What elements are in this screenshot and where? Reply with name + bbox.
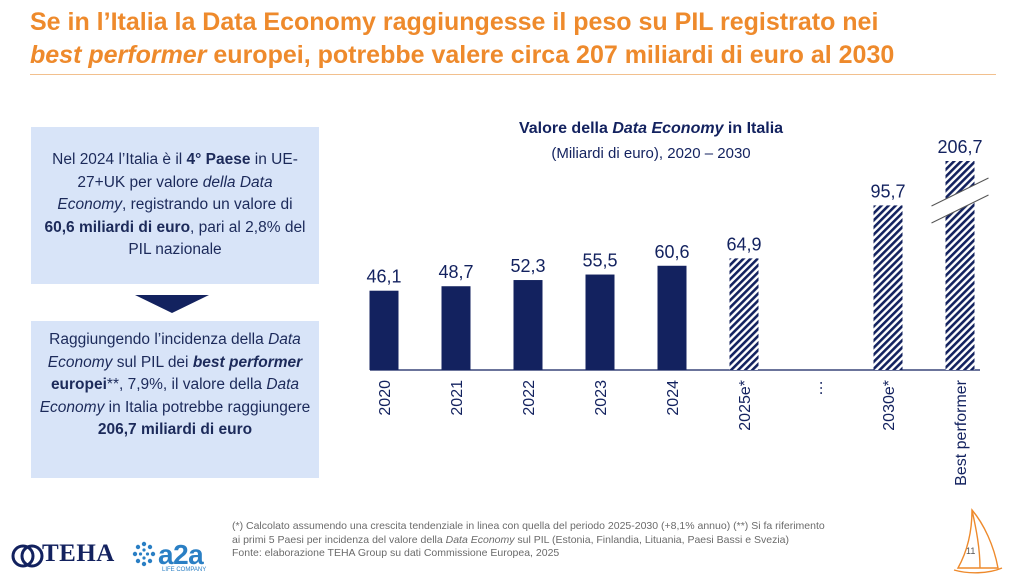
axis-break-line bbox=[931, 194, 989, 224]
info-bold: 206,7 miliardi di euro bbox=[97, 421, 253, 438]
info-italic: Data Economy bbox=[39, 376, 300, 416]
chart-title-pre: Valore della bbox=[518, 120, 613, 137]
info-bold: 60,6 miliardi di euro bbox=[44, 218, 191, 236]
x-tick-label: 2023 bbox=[593, 380, 610, 416]
info-text: Raggiungendo l’incidenza della bbox=[49, 331, 269, 348]
x-tick-label: 2020 bbox=[377, 380, 394, 416]
info-text: Nel 2024 l’Italia è il bbox=[52, 151, 187, 168]
x-tick-label: 2021 bbox=[449, 380, 466, 416]
title-line-2-rest: europei, potrebbe valere circa 207 milia… bbox=[206, 41, 895, 69]
page-title: Se in l’Italia la Data Economy raggiunge… bbox=[30, 6, 1000, 72]
x-tick-label: Best performer bbox=[953, 379, 970, 485]
data-label: 48,7 bbox=[438, 262, 473, 282]
page-number: 11 bbox=[966, 546, 976, 556]
data-label: 46,1 bbox=[366, 267, 401, 287]
data-label: 95,7 bbox=[870, 181, 905, 201]
footnote-line-1: (*) Calcolato assumendo una crescita ten… bbox=[232, 520, 825, 532]
sail-icon bbox=[953, 508, 1003, 574]
data-label: 64,9 bbox=[726, 234, 761, 254]
info-italic: Data Economy bbox=[47, 331, 301, 371]
bar-2020 bbox=[369, 290, 399, 370]
footnote: (*) Calcolato assumendo una crescita ten… bbox=[232, 520, 932, 561]
x-tick-label: 2025e* bbox=[737, 380, 754, 431]
title-divider bbox=[30, 74, 996, 75]
info-box-best-performer: Raggiungendo l’incidenza della Data Econ… bbox=[31, 321, 319, 478]
data-label: 60,6 bbox=[654, 242, 689, 262]
teha-logo-icon bbox=[11, 544, 44, 568]
bar-2023 bbox=[585, 274, 615, 370]
info-text: , registrando un valore di bbox=[122, 196, 293, 213]
x-tick-label: … bbox=[809, 380, 826, 396]
footnote-text: ai primi 5 Paesi per incidenza del valor… bbox=[232, 533, 446, 546]
info-text: , pari al 2,8% del PIL nazionale bbox=[128, 218, 306, 259]
data-label: 55,5 bbox=[582, 251, 617, 271]
x-tick-label: 2024 bbox=[665, 380, 682, 416]
a2a-logo-subtitle: LIFE COMPANY bbox=[162, 567, 207, 573]
footnote-italic: Data Economy bbox=[445, 533, 515, 546]
info-bold: europei bbox=[50, 376, 107, 393]
info-text: in Italia potrebbe raggiungere bbox=[104, 398, 311, 416]
title-line-2: best performer europei, potrebbe valere … bbox=[30, 39, 1000, 72]
info-text: in UE-27+UK per valore bbox=[77, 151, 298, 191]
bar-2024 bbox=[657, 265, 687, 370]
info-bold: 4° Paese bbox=[186, 151, 251, 168]
data-label: 206,7 bbox=[937, 137, 982, 157]
footnote-text: sul PIL (Estonia, Finlandia, Lituania, P… bbox=[514, 533, 790, 546]
bar-2021 bbox=[441, 286, 471, 370]
bar-chart: 46,1 2020 48,7 2021 52,3 2022 55,5 2023 60,6 2024… bbox=[366, 137, 989, 486]
info-text: **, 7,9%, il valore della bbox=[106, 376, 267, 393]
chart-subtitle: (Miliardi di euro), 2020 – 2030 bbox=[551, 145, 751, 162]
axis-break-line bbox=[931, 177, 989, 207]
info-bold-italic: best performer bbox=[192, 353, 303, 371]
x-tick-label: 2022 bbox=[521, 380, 538, 416]
a2a-logo-icon bbox=[132, 541, 156, 567]
info-text: sul PIL dei bbox=[112, 353, 193, 371]
title-line-1: Se in l’Italia la Data Economy raggiunge… bbox=[30, 8, 879, 36]
teha-logo-text: TEHA bbox=[42, 540, 115, 567]
x-tick-label: 2030e* bbox=[881, 380, 898, 431]
bar-2022 bbox=[513, 280, 543, 370]
info-box-2024: Nel 2024 l’Italia è il 4° Paese in UE-27… bbox=[31, 127, 319, 284]
chart-title-post: in Italia bbox=[723, 120, 784, 137]
bar-2030e- bbox=[873, 205, 903, 370]
footnote-source: Fonte: elaborazione TEHA Group su dati C… bbox=[232, 547, 560, 559]
title-emphasis: best performer bbox=[30, 41, 207, 69]
axis-break-gap bbox=[943, 184, 977, 217]
chart-title-em: Data Economy bbox=[612, 120, 724, 137]
footnote-line-2: ai primi 5 Paesi per incidenza del valor… bbox=[232, 534, 932, 548]
data-label: 52,3 bbox=[510, 256, 545, 276]
a2a-logo-text: a2a bbox=[158, 539, 204, 570]
info-italic: della Data Economy bbox=[57, 173, 273, 214]
chart-title: Valore della Data Economy in Italia bbox=[496, 120, 806, 138]
arrow-down-icon bbox=[135, 295, 209, 313]
bar-2025e- bbox=[729, 258, 759, 370]
